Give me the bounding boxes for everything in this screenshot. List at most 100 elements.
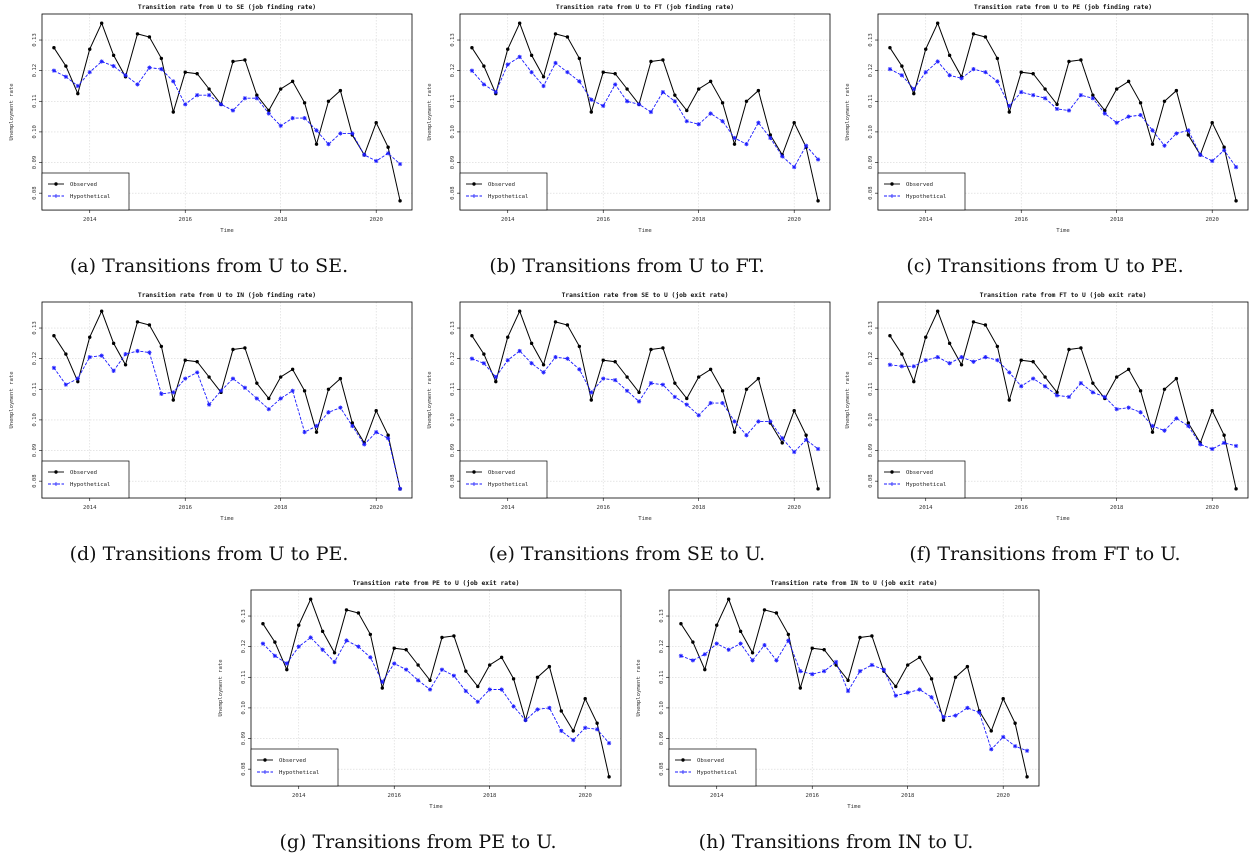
observed-point xyxy=(302,389,307,393)
observed-point xyxy=(565,323,570,327)
y-tick-label: 0.09 xyxy=(659,732,665,745)
hypothetical-point xyxy=(756,419,761,424)
observed-point xyxy=(625,87,629,91)
x-tick-label: 2018 xyxy=(1110,505,1124,511)
y-axis-label: Unemployment rate xyxy=(845,371,851,429)
hypothetical-point xyxy=(583,725,588,730)
legend: Observed Hypothetical xyxy=(877,460,966,499)
hypothetical-point xyxy=(523,718,528,723)
hypothetical-point xyxy=(1198,152,1203,157)
hypothetical-point xyxy=(606,741,612,746)
observed-point xyxy=(183,358,187,362)
plot-frame xyxy=(41,301,413,499)
x-tick-label: 2016 xyxy=(1014,217,1027,223)
hypothetical-point xyxy=(1162,143,1167,148)
y-tick-label: 0.09 xyxy=(241,732,247,745)
legend-box xyxy=(459,172,548,211)
x-axis-label: Time xyxy=(1056,516,1070,522)
hypothetical-point xyxy=(696,122,701,127)
hypothetical-point xyxy=(971,67,976,72)
hypothetical-point xyxy=(899,364,904,369)
hypothetical-point xyxy=(589,97,594,102)
legend-label: Hypothetical xyxy=(697,770,737,776)
x-axis-label: Time xyxy=(638,516,652,522)
hypothetical-point xyxy=(613,82,618,87)
hypothetical-point xyxy=(469,356,475,361)
observed-series-line xyxy=(471,21,819,201)
hypothetical-point xyxy=(171,79,176,84)
observed-point xyxy=(1210,409,1214,413)
y-tick-label: 0.08 xyxy=(659,762,665,776)
observed-point xyxy=(924,335,928,339)
hypothetical-point xyxy=(505,62,510,67)
observed-series-line xyxy=(889,309,1237,489)
hypothetical-point xyxy=(1054,393,1060,398)
observed-point xyxy=(267,108,271,113)
hypothetical-point xyxy=(511,704,516,709)
chart-title: Transition rate from U to SE (job findin… xyxy=(138,3,316,11)
legend-marker xyxy=(472,470,476,474)
legend-marker xyxy=(472,182,476,186)
chart-panel: 2014 2016 2018 2020 0.08 0.09 0.10 0.11 0.12 0.13… xyxy=(0,0,418,288)
hypothetical-point xyxy=(744,433,749,438)
hypothetical-point xyxy=(887,67,893,72)
observed-point xyxy=(470,45,474,50)
observed-point xyxy=(756,88,761,93)
observed-point xyxy=(953,675,958,679)
hypothetical-point xyxy=(720,119,725,124)
hypothetical-point xyxy=(123,73,128,78)
observed-point xyxy=(1138,101,1143,105)
hypothetical-point xyxy=(51,68,57,73)
hypothetical-point xyxy=(1210,446,1215,452)
observed-point xyxy=(320,629,325,634)
observed-point xyxy=(888,45,892,50)
observed-point xyxy=(768,133,773,137)
observed-point xyxy=(720,101,725,105)
hypothetical-point xyxy=(505,358,510,363)
hypothetical-point xyxy=(439,667,445,672)
observed-point xyxy=(267,396,271,401)
y-tick-label: 0.12 xyxy=(32,64,38,77)
hypothetical-point xyxy=(499,687,504,692)
legend: Observed Hypothetical xyxy=(459,460,548,499)
x-tick-label: 2020 xyxy=(369,217,382,223)
x-axis-label: Time xyxy=(1056,228,1070,234)
hypothetical-point xyxy=(947,73,952,78)
hypothetical-point xyxy=(320,647,325,652)
hypothetical-point xyxy=(660,382,666,387)
hypothetical-point xyxy=(51,365,57,370)
observed-point xyxy=(810,646,814,650)
observed-series-line xyxy=(471,309,819,489)
hypothetical-point xyxy=(732,135,737,141)
observed-point xyxy=(947,53,952,58)
observed-point xyxy=(1174,376,1179,381)
observed-point xyxy=(332,651,337,655)
line-chart: 2014 2016 2018 2020 0.08 0.09 0.10 0.11 0.12 0.13… xyxy=(427,291,831,522)
plot-frame xyxy=(668,589,1040,787)
hypothetical-point xyxy=(541,83,546,89)
hypothetical-point xyxy=(929,695,934,700)
observed-point xyxy=(416,663,420,667)
observed-point xyxy=(607,775,611,779)
y-axis-label: Unemployment rate xyxy=(9,83,15,141)
observed-point xyxy=(547,664,552,669)
observed-point xyxy=(1210,121,1214,125)
hypothetical-point xyxy=(899,73,904,78)
observed-point xyxy=(541,363,546,367)
hypothetical-point xyxy=(1233,165,1239,170)
hypothetical-point xyxy=(744,142,749,147)
x-tick-label: 2016 xyxy=(178,505,191,511)
y-tick-label: 0.08 xyxy=(868,186,874,200)
hypothetical-point xyxy=(63,74,68,79)
hypothetical-point xyxy=(577,367,582,372)
observed-point xyxy=(595,721,599,725)
observed-point xyxy=(912,379,916,384)
hypothetical-point xyxy=(636,102,642,107)
hypothetical-point xyxy=(965,705,970,711)
hypothetical-point xyxy=(493,89,498,95)
hypothetical-point xyxy=(218,388,224,393)
observed-point xyxy=(1222,433,1226,437)
hypothetical-point xyxy=(147,65,152,70)
observed-point xyxy=(111,53,116,58)
hypothetical-point xyxy=(183,376,188,381)
